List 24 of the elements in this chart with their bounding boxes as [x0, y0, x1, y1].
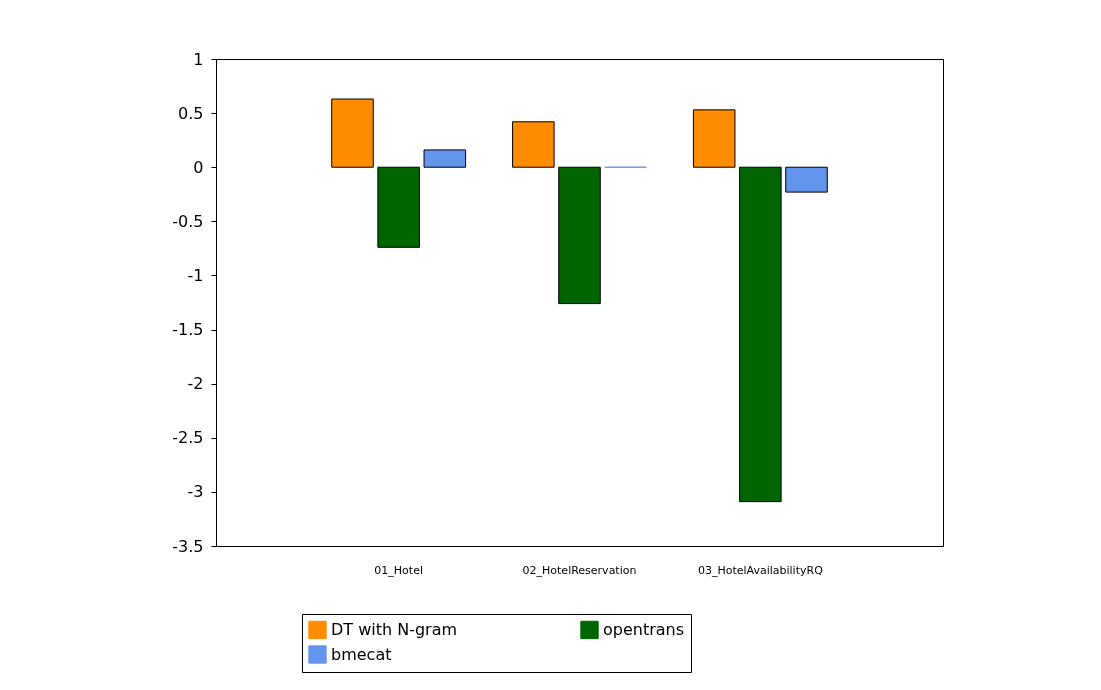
y-tick-label: -2.5: [172, 428, 204, 448]
bar: [512, 121, 555, 168]
x-tick-label: 03_HotelAvailabilityRQ: [697, 563, 824, 577]
bar: [692, 109, 736, 168]
y-tick-label: -2: [187, 374, 204, 394]
y-tick-label: 1: [193, 49, 204, 69]
legend-label: opentrans: [603, 619, 685, 639]
bar: [785, 166, 828, 193]
y-tick-label: -3.5: [172, 536, 204, 556]
y-tick-label: -1: [187, 265, 204, 285]
y-tick-label: 0.5: [178, 103, 204, 123]
y-tick-label: -3: [187, 482, 204, 502]
bar: [558, 166, 601, 305]
bar: [377, 166, 420, 248]
x-tick-label: 01_Hotel: [374, 563, 423, 577]
y-tick-label: -1.5: [172, 320, 204, 340]
legend-label: DT with N-gram: [331, 619, 458, 639]
y-tick-label: -0.5: [172, 211, 204, 231]
bar: [423, 149, 467, 168]
bar: [331, 98, 374, 168]
y-tick-label: 0: [193, 157, 204, 177]
x-tick-label: 02_HotelReservation: [522, 563, 637, 577]
legend-label: bmecat: [331, 644, 392, 664]
bar: [739, 166, 782, 503]
